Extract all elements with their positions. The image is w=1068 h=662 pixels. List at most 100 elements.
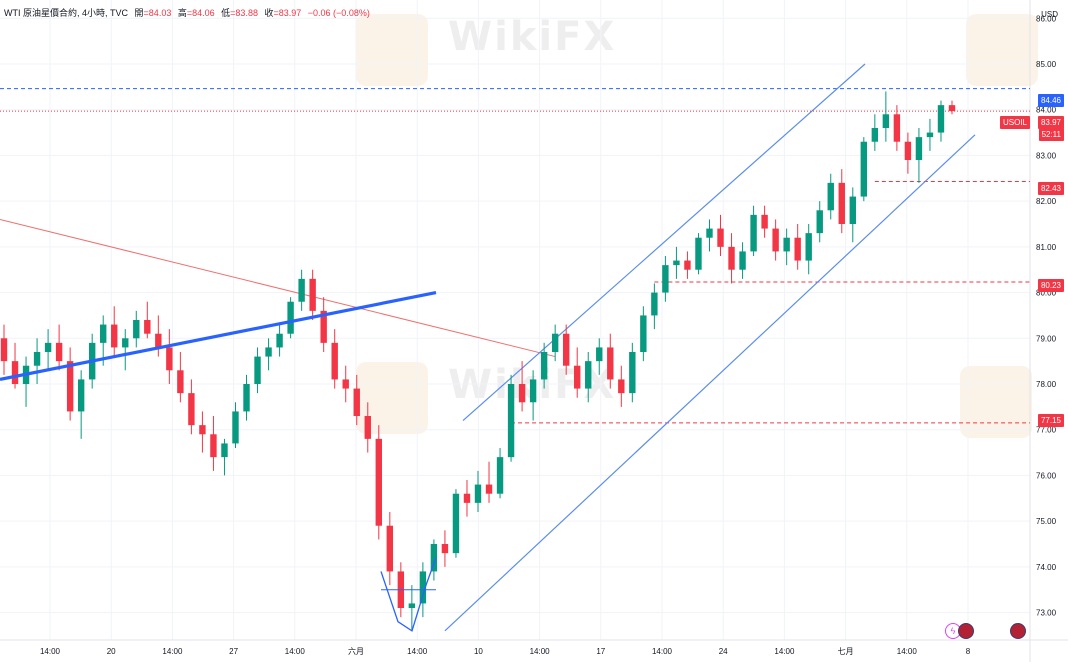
- x-tick-label: 14:00: [285, 647, 306, 656]
- low-value: =83.88: [230, 8, 258, 18]
- candle-body: [353, 388, 360, 416]
- candle-body: [750, 214, 757, 252]
- candle-body: [629, 352, 636, 394]
- level-tag-80-23[interactable]: 80.23: [1037, 279, 1064, 292]
- x-tick-label: 27: [229, 647, 238, 656]
- x-tick-label: 六月: [348, 646, 364, 656]
- y-tick-label: 75.00: [1036, 517, 1057, 526]
- symbol-title: WTI 原油星價合約, 4小時, TVC: [4, 8, 129, 18]
- candle-body: [496, 457, 504, 494]
- candle-body: [210, 434, 217, 458]
- candle-body: [507, 384, 515, 458]
- candle-body: [144, 320, 151, 334]
- candle-body: [551, 333, 559, 352]
- candle-body: [860, 141, 868, 197]
- y-tick-label: 80.00: [1036, 289, 1057, 298]
- rising-trend-line: [0, 291, 437, 381]
- candle-body: [331, 342, 338, 380]
- y-tick-label: 82.00: [1036, 197, 1057, 206]
- level-tag-77-15[interactable]: 77.15: [1037, 414, 1064, 427]
- candle-body: [893, 114, 901, 142]
- y-tick-label: 85.00: [1036, 60, 1057, 69]
- candle-body: [849, 196, 856, 224]
- candle-body: [640, 315, 647, 352]
- candle-body: [100, 324, 107, 343]
- candle-body: [540, 352, 548, 380]
- candle-body: [430, 544, 438, 572]
- us-flag-icon[interactable]: [1010, 623, 1026, 639]
- candle-body: [574, 365, 581, 389]
- candle-body: [66, 361, 74, 412]
- candle-body: [596, 347, 603, 362]
- candle-body: [926, 132, 934, 138]
- x-tick-label: 14:00: [530, 647, 551, 656]
- candle-body: [232, 411, 239, 444]
- change-value: −0.06 (−0.08%): [307, 8, 370, 18]
- us-flag-icon[interactable]: [958, 623, 974, 639]
- candle-body: [452, 493, 460, 554]
- candle-body: [794, 237, 801, 261]
- candle-body: [199, 425, 206, 435]
- low-label: 低: [221, 8, 231, 18]
- candle-body: [265, 347, 272, 357]
- candle-body: [618, 379, 625, 394]
- candle-body: [133, 320, 140, 339]
- level-tag-82-43[interactable]: 82.43: [1037, 182, 1064, 195]
- candle-body: [915, 137, 923, 160]
- candle-body: [375, 438, 382, 526]
- candle-body: [871, 128, 879, 142]
- candle-body: [177, 370, 184, 394]
- level-tag-84-46[interactable]: 84.46: [1037, 94, 1064, 107]
- current-price-tag: 83.97: [1037, 116, 1064, 129]
- close-value: =83.97: [273, 8, 302, 18]
- x-tick-label: 14:00: [897, 647, 918, 656]
- candle-body: [419, 571, 427, 604]
- channel-lower-line: [444, 134, 976, 632]
- y-tick-label: 74.00: [1036, 563, 1057, 572]
- symbol-tag: USOIL: [999, 116, 1030, 129]
- candle-body: [463, 493, 471, 503]
- candle-body: [155, 333, 162, 348]
- candle-body: [717, 228, 724, 247]
- currency-label: USD: [1041, 10, 1058, 19]
- candle-body: [937, 105, 945, 133]
- candle-body: [695, 237, 702, 270]
- candle-body: [728, 246, 735, 270]
- watermark-text: WikiFX: [448, 14, 617, 60]
- x-tick-label: 14:00: [774, 647, 795, 656]
- candle-body: [607, 347, 614, 380]
- x-tick-label: 24: [719, 647, 728, 656]
- x-tick-label: 14:00: [652, 647, 673, 656]
- watermark-logo: [356, 14, 428, 86]
- candle-body: [485, 484, 493, 494]
- candle-body: [838, 182, 845, 224]
- candle-body: [805, 233, 812, 261]
- candle-body: [662, 265, 669, 293]
- candle-body: [11, 361, 19, 384]
- candle-body: [77, 379, 85, 412]
- high-value: =84.06: [186, 8, 215, 18]
- y-tick-label: 73.00: [1036, 609, 1057, 618]
- candle-body: [816, 210, 823, 234]
- candle-body: [948, 105, 956, 112]
- x-tick-label: 10: [474, 647, 483, 656]
- candle-body: [188, 393, 195, 426]
- y-tick-label: 79.00: [1036, 334, 1057, 343]
- y-tick-label: 78.00: [1036, 380, 1057, 389]
- candle-body: [276, 333, 283, 348]
- candle-body: [706, 228, 713, 238]
- candle-body: [111, 324, 118, 348]
- chart-header: WTI 原油星價合約, 4小時, TVC 開=84.03 高=84.06 低=8…: [4, 6, 370, 19]
- candle-body: [562, 333, 570, 366]
- candle-body: [408, 603, 416, 608]
- candle-body: [882, 114, 890, 128]
- candle-body: [243, 384, 250, 412]
- candle-body: [772, 228, 779, 252]
- x-tick-label: 14:00: [40, 647, 61, 656]
- x-tick-label: 8: [966, 647, 971, 656]
- candle-body: [904, 141, 912, 160]
- channel-upper-line: [462, 63, 866, 422]
- candle-body: [166, 347, 173, 371]
